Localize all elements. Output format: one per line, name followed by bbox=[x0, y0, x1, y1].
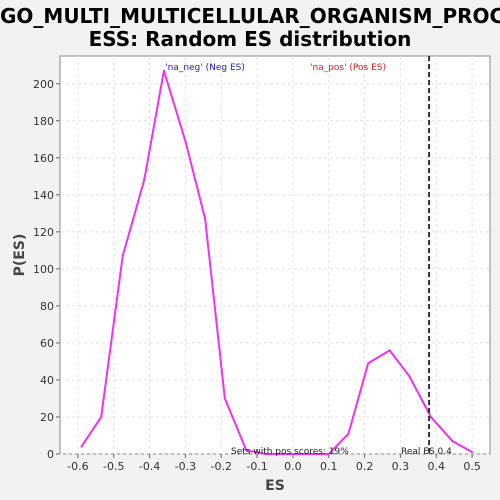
y-tick-label: 100 bbox=[33, 263, 54, 276]
es-data-point bbox=[451, 440, 454, 443]
x-tick-label: 0.1 bbox=[320, 460, 338, 473]
x-tick-label: -0.6 bbox=[67, 460, 88, 473]
chart-title-line-1: GO_MULTI_MULTICELLULAR_ORGANISM_PROC bbox=[0, 4, 500, 28]
annotation-real-es: Real ES 0.4 bbox=[401, 447, 452, 457]
y-tick-label: 80 bbox=[40, 300, 54, 313]
es-data-point bbox=[429, 415, 432, 418]
es-data-point bbox=[306, 453, 309, 455]
x-tick-label: -0.1 bbox=[246, 460, 267, 473]
y-axis-label: P(ES) bbox=[12, 234, 28, 277]
es-data-point bbox=[286, 453, 289, 455]
es-distribution-line bbox=[80, 69, 473, 455]
y-tick-label: 180 bbox=[33, 115, 54, 128]
y-tick-label: 160 bbox=[33, 152, 54, 165]
x-tick-label: 0.3 bbox=[392, 460, 410, 473]
es-data-point bbox=[367, 362, 370, 365]
es-data-point bbox=[265, 453, 268, 455]
x-tick-label: 0.2 bbox=[356, 460, 374, 473]
x-axis-label: ES bbox=[265, 478, 285, 494]
es-data-point bbox=[327, 453, 330, 455]
es-data-point bbox=[162, 69, 165, 72]
es-data-point bbox=[204, 217, 207, 220]
chart-title-line-2: ESS: Random ES distribution bbox=[88, 27, 412, 51]
y-tick-label: 40 bbox=[40, 374, 54, 387]
es-data-point bbox=[80, 445, 83, 448]
x-tick-label: -0.2 bbox=[211, 460, 232, 473]
es-data-point bbox=[245, 449, 248, 452]
es-data-point bbox=[143, 179, 146, 182]
es-data-point bbox=[471, 451, 474, 454]
x-tick-label: -0.3 bbox=[175, 460, 196, 473]
es-data-point bbox=[347, 432, 350, 435]
axes: -0.6 -0.5 -0.4 -0.3 -0.2 -0.1 0.0 0.1 0.2 0.3 0.4 0… bbox=[33, 78, 481, 473]
es-data-point bbox=[184, 140, 187, 143]
y-tick-label: 120 bbox=[33, 226, 54, 239]
es-data-point bbox=[100, 415, 103, 418]
x-tick-label: -0.4 bbox=[139, 460, 160, 473]
legend-pos-label: 'na_pos' (Pos ES) bbox=[310, 63, 386, 73]
legend-neg-label: 'na_neg' (Neg ES) bbox=[165, 63, 245, 73]
y-tick-label: 140 bbox=[33, 189, 54, 202]
grid bbox=[60, 56, 490, 455]
y-tick-label: 200 bbox=[33, 78, 54, 91]
y-tick-label: 0 bbox=[47, 448, 54, 461]
annotation-pos-scores: Sets with pos scores: 19% bbox=[231, 447, 349, 457]
plot-area bbox=[59, 55, 491, 455]
series-layer bbox=[80, 69, 474, 455]
x-tick-label: 0.4 bbox=[428, 460, 446, 473]
x-tick-label: 0.0 bbox=[284, 460, 302, 473]
es-data-point bbox=[121, 254, 124, 257]
x-tick-label: -0.5 bbox=[103, 460, 124, 473]
es-data-point bbox=[408, 375, 411, 378]
y-tick-label: 20 bbox=[40, 411, 54, 424]
es-data-point bbox=[223, 397, 226, 400]
es-data-point bbox=[388, 349, 391, 352]
y-tick-label: 60 bbox=[40, 337, 54, 350]
x-tick-label: 0.5 bbox=[463, 460, 481, 473]
